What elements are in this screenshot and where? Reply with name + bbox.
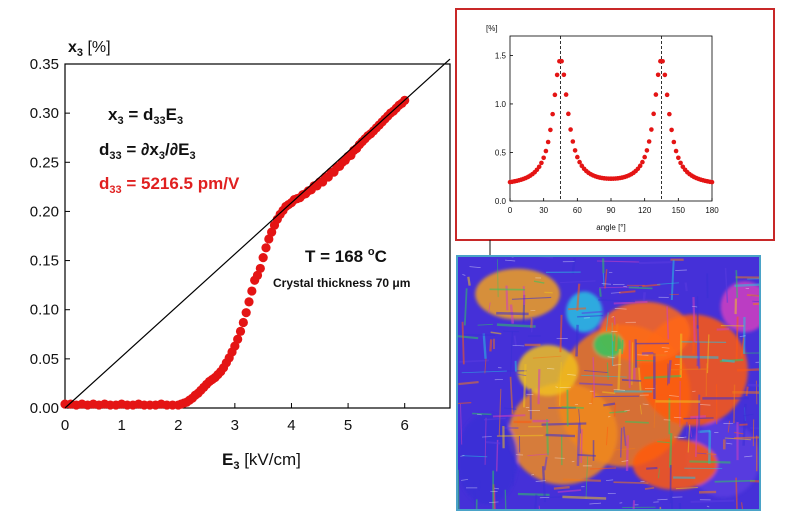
- angular-point: [676, 155, 681, 161]
- main-x-axis-label: E3 [kV/cm]: [222, 450, 301, 472]
- strain-point: [244, 297, 254, 307]
- inset-y-tick-label: 0.0: [495, 197, 507, 206]
- inset-x-tick-label: 120: [638, 206, 652, 215]
- main-x-tick-label: 5: [344, 417, 352, 434]
- angular-point: [548, 127, 553, 133]
- inset-y-axis-label: [%]: [486, 24, 498, 33]
- angular-point: [572, 148, 578, 153]
- angular-point: [561, 72, 567, 78]
- inset-x-tick-label: 60: [573, 206, 582, 215]
- main-x-tick-label: 1: [117, 417, 125, 434]
- angular-point: [709, 179, 715, 185]
- map-border: [456, 255, 761, 511]
- strain-point: [235, 326, 246, 336]
- main-x-tick-label: 2: [174, 417, 182, 434]
- temperature-annotation: T = 168 oC: [305, 246, 387, 266]
- angular-point: [575, 154, 580, 160]
- main-y-tick-label: 0.10: [30, 302, 59, 319]
- equation-strain-definition: x3 = d33E3: [108, 105, 183, 127]
- strain-point: [247, 286, 257, 296]
- strain-point: [241, 308, 251, 318]
- angular-point: [655, 72, 661, 78]
- strain-point: [261, 243, 271, 253]
- angular-point: [563, 92, 569, 97]
- strain-point: [230, 341, 240, 351]
- inset-data-points: [507, 58, 715, 185]
- strain-point: [267, 227, 277, 237]
- main-x-tick-label: 0: [61, 417, 69, 434]
- angular-point: [541, 155, 546, 161]
- main-chart: 0.00 0.05 0.10 0.15 0.20 0.25 0.30 0.35 0 1 2 3 4 5 6…: [30, 39, 451, 472]
- angular-point: [539, 160, 544, 166]
- main-y-axis-label: x3 [%]: [68, 39, 111, 59]
- inset-y-tick-label: 0.5: [495, 148, 507, 157]
- angular-point: [642, 154, 647, 160]
- inset-y-tick-label: 1.5: [495, 51, 507, 60]
- angular-point: [669, 127, 674, 133]
- domain-texture-map: [456, 255, 761, 511]
- strain-point: [264, 234, 274, 244]
- angular-point: [577, 159, 582, 165]
- inset-reference-lines: [560, 36, 662, 201]
- angular-point: [664, 92, 670, 98]
- angular-point: [644, 148, 650, 153]
- angular-point: [667, 111, 672, 117]
- angular-point: [660, 58, 665, 64]
- angular-point: [552, 92, 558, 98]
- angular-point: [545, 139, 551, 145]
- angular-point: [559, 58, 564, 64]
- main-y-ticks: 0.00 0.05 0.10 0.15 0.20 0.25 0.30 0.35: [30, 56, 70, 417]
- angular-point: [568, 127, 573, 132]
- strain-point: [252, 270, 263, 280]
- strain-point: [238, 317, 248, 328]
- inset-x-ticks: 0 30 60 90 120 150 180: [508, 198, 719, 215]
- strain-point: [258, 253, 268, 263]
- angular-point: [651, 111, 656, 117]
- main-y-tick-label: 0.25: [30, 154, 59, 171]
- inset-x-tick-label: 150: [672, 206, 686, 215]
- angular-point: [543, 148, 549, 154]
- angular-point: [653, 92, 659, 97]
- strain-point: [233, 334, 243, 344]
- inset-border: [455, 8, 775, 241]
- main-x-tick-label: 3: [231, 417, 239, 434]
- main-y-tick-label: 0.15: [30, 253, 59, 270]
- inset-x-axis-label: angle [°]: [596, 223, 625, 232]
- angular-point: [570, 139, 576, 144]
- main-y-tick-label: 0.20: [30, 203, 59, 220]
- main-y-tick-label: 0.35: [30, 56, 59, 73]
- inset-x-tick-label: 90: [607, 206, 616, 215]
- inset-x-tick-label: 30: [539, 206, 548, 215]
- angular-point: [566, 111, 571, 117]
- angular-point: [671, 139, 677, 145]
- equation-d33-derivative: d33 = ∂x3/∂E3: [99, 140, 196, 162]
- linear-fit-line: [64, 58, 451, 409]
- main-x-tick-label: 6: [401, 417, 409, 434]
- inset-x-tick-label: 0: [508, 206, 513, 215]
- main-y-tick-label: 0.00: [30, 400, 59, 417]
- angular-point: [536, 164, 542, 170]
- angular-point: [673, 148, 679, 154]
- strain-point: [255, 263, 265, 274]
- thickness-annotation: Crystal thickness 70 μm: [273, 276, 410, 290]
- equation-d33-value: d33 = 5216.5 pm/V: [99, 174, 240, 196]
- angular-point: [637, 163, 643, 169]
- angular-point: [646, 139, 652, 144]
- angular-point: [649, 127, 654, 132]
- inset-x-tick-label: 180: [705, 206, 719, 215]
- angular-point: [662, 72, 668, 78]
- inset-y-tick-label: 1.0: [495, 100, 507, 109]
- inset-chart: 0.0 0.5 1.0 1.5 0 30 60 90 120 150 180 [%] angle …: [455, 8, 775, 241]
- main-y-tick-label: 0.05: [30, 351, 59, 368]
- main-plot-frame: [64, 63, 451, 409]
- main-x-tick-label: 4: [287, 417, 295, 434]
- inset-y-ticks: 0.0 0.5 1.0 1.5: [495, 51, 513, 206]
- angular-point: [678, 160, 683, 166]
- angular-point: [554, 72, 560, 78]
- angular-point: [640, 159, 645, 165]
- main-y-tick-label: 0.30: [30, 105, 59, 122]
- angular-point: [550, 111, 555, 117]
